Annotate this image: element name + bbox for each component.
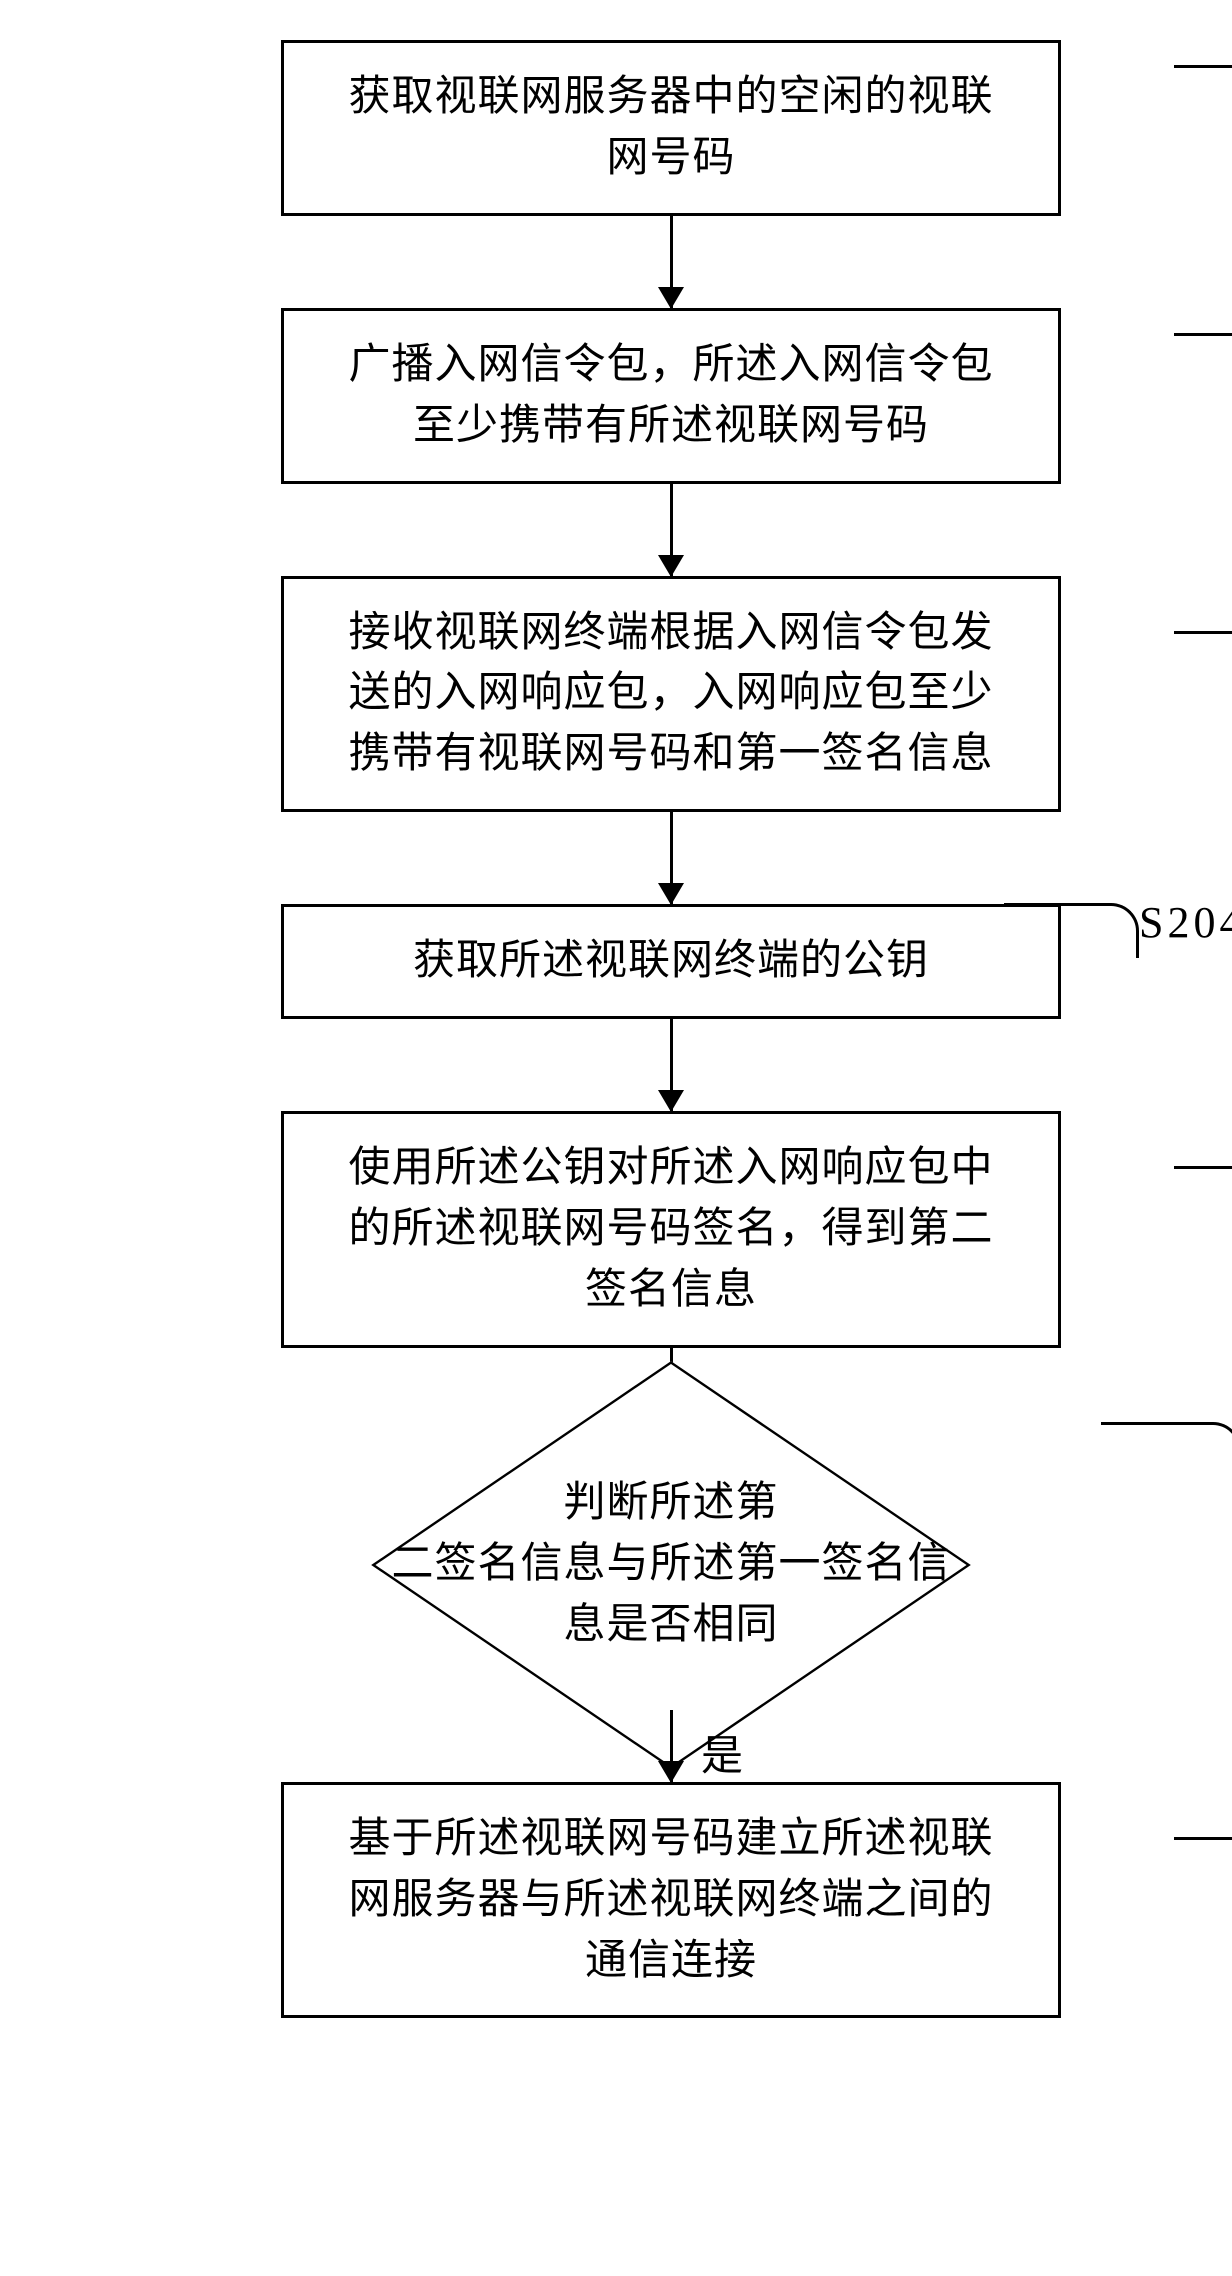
flow-step-s205: 使用所述公钥对所述入网响应包中的所述视联网号码签名，得到第二签名信息S205: [0, 1111, 1232, 1348]
label-connector-line: [1174, 1166, 1232, 1226]
label-connector-line: [1174, 333, 1232, 393]
flow-step-s202: 广播入网信令包，所述入网信令包至少携带有所述视联网号码S202: [0, 308, 1232, 484]
connector-wrap: [0, 484, 1232, 576]
connector-wrap: [0, 1019, 1232, 1111]
process-node: 使用所述公钥对所述入网响应包中的所述视联网号码签名，得到第二签名信息S205: [281, 1111, 1061, 1348]
arrowhead-icon: [658, 1761, 684, 1783]
flow-step-s201: 获取视联网服务器中的空闲的视联网号码S201: [0, 40, 1232, 216]
process-text: 使用所述公钥对所述入网响应包中的所述视联网号码签名，得到第二签名信息: [348, 1138, 993, 1321]
process-node: 基于所述视联网号码建立所述视联网服务器与所述视联网终端之间的通信连接S207: [281, 1782, 1061, 2019]
connector-line: [670, 216, 673, 308]
process-text: 广播入网信令包，所述入网信令包至少携带有所述视联网号码: [348, 335, 993, 457]
connector-line: [670, 484, 673, 576]
connector-wrap: 是: [0, 1710, 1232, 1782]
label-connector-line: [1174, 1837, 1232, 1897]
process-text: 获取视联网服务器中的空闲的视联网号码: [348, 67, 993, 189]
connector-wrap: [0, 812, 1232, 904]
label-connector-line: [1101, 1422, 1232, 1477]
process-text: 接收视联网终端根据入网信令包发送的入网响应包，入网响应包至少携带有视联网号码和第…: [348, 603, 993, 786]
process-node: 接收视联网终端根据入网信令包发送的入网响应包，入网响应包至少携带有视联网号码和第…: [281, 576, 1061, 813]
flow-step-s204: 获取所述视联网终端的公钥S204: [0, 904, 1232, 1019]
flow-step-s207: 基于所述视联网号码建立所述视联网服务器与所述视联网终端之间的通信连接S207: [0, 1782, 1232, 2019]
arrowhead-icon: [658, 287, 684, 309]
process-node: 获取所述视联网终端的公钥S204: [281, 904, 1061, 1019]
arrowhead-icon: [658, 555, 684, 577]
label-connector-line: [1004, 903, 1139, 958]
yes-branch-label: 是: [701, 1722, 743, 1783]
decision-node: 判断所述第二签名信息与所述第一签名信息是否相同S206: [291, 1420, 1051, 1710]
flow-step-s203: 接收视联网终端根据入网信令包发送的入网响应包，入网响应包至少携带有视联网号码和第…: [0, 576, 1232, 813]
label-connector-line: [1174, 631, 1232, 691]
connector-line: [670, 1019, 673, 1111]
process-node: 广播入网信令包，所述入网信令包至少携带有所述视联网号码S202: [281, 308, 1061, 484]
process-text: 获取所述视联网终端的公钥: [413, 931, 929, 992]
flow-step-s206: 判断所述第二签名信息与所述第一签名信息是否相同S206: [0, 1420, 1232, 1710]
flowchart-container: 获取视联网服务器中的空闲的视联网号码S201 广播入网信令包，所述入网信令包至少携…: [0, 40, 1232, 2018]
connector-line: 是: [670, 1710, 673, 1782]
label-connector-line: [1174, 65, 1232, 125]
process-text: 基于所述视联网号码建立所述视联网服务器与所述视联网终端之间的通信连接: [348, 1809, 993, 1992]
step-label: S204: [1139, 897, 1232, 948]
process-node: 获取视联网服务器中的空闲的视联网号码S201: [281, 40, 1061, 216]
connector-line: [670, 812, 673, 904]
connector-wrap: [0, 216, 1232, 308]
arrowhead-icon: [658, 1090, 684, 1112]
decision-text: 判断所述第二签名信息与所述第一签名信息是否相同: [391, 1473, 950, 1656]
arrowhead-icon: [658, 883, 684, 905]
